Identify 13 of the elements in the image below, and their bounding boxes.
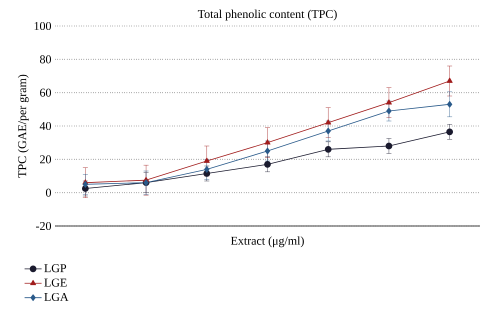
y-tick-label: 20: [40, 155, 52, 164]
legend-label: LGP: [44, 264, 66, 272]
y-tick-label: 100: [34, 22, 52, 30]
legend-label: LGA: [44, 292, 68, 301]
y-tick-label: 0: [46, 188, 52, 197]
legend-label: LGE: [44, 278, 67, 287]
y-tick-label: 60: [40, 88, 52, 97]
y-axis-title: TPC (GAE/per gram): [18, 74, 29, 178]
y-tick-label: 80: [40, 55, 52, 64]
y-tick-label: 40: [40, 122, 52, 130]
x-axis-title: Extract (μg/ml): [230, 236, 304, 248]
y-tick-label: -20: [36, 222, 52, 230]
chart-title: Total phenolic content (TPC): [198, 10, 337, 20]
